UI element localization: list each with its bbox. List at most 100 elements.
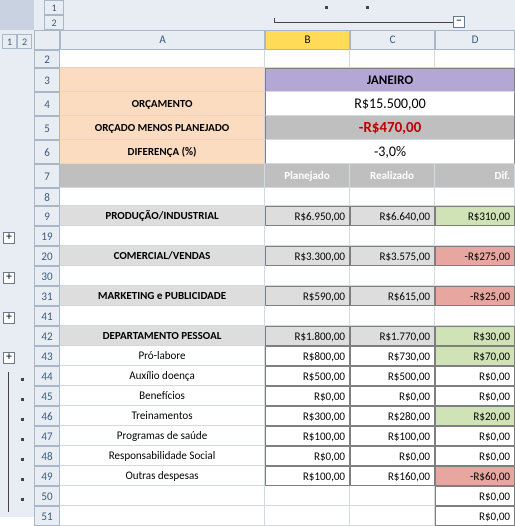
cell[interactable]: -R$275,00 xyxy=(435,246,515,266)
cell[interactable]: Responsabilidade Social xyxy=(60,446,265,466)
cell[interactable] xyxy=(265,226,350,246)
cell[interactable]: R$590,00 xyxy=(265,286,350,306)
cell[interactable]: Realizado xyxy=(350,164,435,188)
cell[interactable]: R$0,00 xyxy=(435,426,515,446)
cell[interactable] xyxy=(60,486,265,506)
cell[interactable] xyxy=(435,266,515,286)
rowhdr-3[interactable]: 3 xyxy=(34,68,60,92)
cell[interactable] xyxy=(350,486,435,506)
rowhdr-9[interactable]: 9 xyxy=(34,206,60,226)
cell[interactable]: ORÇAMENTO xyxy=(60,92,265,116)
cell[interactable] xyxy=(350,266,435,286)
cell[interactable]: R$3.575,00 xyxy=(350,246,435,266)
cell[interactable]: R$730,00 xyxy=(350,346,435,366)
cell[interactable]: R$300,00 xyxy=(265,406,350,426)
cell[interactable]: -R$25,00 xyxy=(435,286,515,306)
rowhdr-44[interactable]: 44 xyxy=(34,366,60,386)
cell[interactable] xyxy=(265,266,350,286)
cell[interactable]: R$310,00 xyxy=(435,206,515,226)
cell[interactable]: Planejado xyxy=(265,164,350,188)
cell[interactable]: R$0,00 xyxy=(435,486,515,506)
cell[interactable]: R$100,00 xyxy=(350,426,435,446)
rowhdr-8[interactable]: 8 xyxy=(34,188,60,206)
cell[interactable] xyxy=(60,266,265,286)
cell[interactable]: R$0,00 xyxy=(265,446,350,466)
cell[interactable] xyxy=(350,50,435,68)
rowhdr-42[interactable]: 42 xyxy=(34,326,60,346)
cell[interactable] xyxy=(60,306,265,326)
cell[interactable] xyxy=(60,50,265,68)
rowhdr-45[interactable]: 45 xyxy=(34,386,60,406)
rowhdr-48[interactable]: 48 xyxy=(34,446,60,466)
rowhdr-47[interactable]: 47 xyxy=(34,426,60,446)
cell[interactable]: Treinamentos xyxy=(60,406,265,426)
cell[interactable]: DEPARTAMENTO PESSOAL xyxy=(60,326,265,346)
rowhdr-49[interactable]: 49 xyxy=(34,466,60,486)
colhdr-c[interactable]: C xyxy=(350,30,435,50)
cell[interactable]: R$0,00 xyxy=(435,386,515,406)
cell[interactable]: DIFERENÇA (%) xyxy=(60,140,265,164)
cell[interactable] xyxy=(265,188,350,206)
cell[interactable]: -R$60,00 xyxy=(435,466,515,486)
cell[interactable]: R$70,00 xyxy=(435,346,515,366)
cell[interactable]: R$100,00 xyxy=(265,466,350,486)
row-outline-plus-2[interactable]: + xyxy=(3,272,15,284)
cell[interactable] xyxy=(60,164,265,188)
col-outline-1[interactable]: 1 xyxy=(44,0,64,15)
rowhdr-6[interactable]: 6 xyxy=(34,140,60,164)
cell[interactable]: R$1.800,00 xyxy=(265,326,350,346)
cells[interactable]: JANEIROORÇAMENTOR$15.500,00ORÇADO MENOS … xyxy=(60,50,515,517)
cell[interactable]: Auxílio doença xyxy=(60,366,265,386)
rowhdr-20[interactable]: 20 xyxy=(34,246,60,266)
cell[interactable] xyxy=(350,506,435,526)
cell[interactable]: -R$470,00 xyxy=(265,116,515,140)
cell[interactable] xyxy=(265,506,350,526)
cell[interactable] xyxy=(350,226,435,246)
cell[interactable]: COMERCIAL/VENDAS xyxy=(60,246,265,266)
cell[interactable]: R$615,00 xyxy=(350,286,435,306)
cell[interactable] xyxy=(265,306,350,326)
rowhdr-43[interactable]: 43 xyxy=(34,346,60,366)
cell[interactable] xyxy=(265,50,350,68)
cell[interactable]: R$0,00 xyxy=(350,386,435,406)
cell[interactable]: -3,0% xyxy=(265,140,515,164)
colhdr-a[interactable]: A xyxy=(60,30,265,50)
cell[interactable]: Outras despesas xyxy=(60,466,265,486)
rowhdr-7[interactable]: 7 xyxy=(34,164,60,188)
rowhdr-31[interactable]: 31 xyxy=(34,286,60,306)
cell[interactable]: Pró-labore xyxy=(60,346,265,366)
cell[interactable]: R$0,00 xyxy=(265,386,350,406)
cell[interactable]: R$500,00 xyxy=(350,366,435,386)
cell[interactable] xyxy=(435,50,515,68)
cell[interactable]: MARKETING e PUBLICIDADE xyxy=(60,286,265,306)
row-outline-plus-4[interactable]: + xyxy=(3,352,15,364)
rowhdr-19[interactable]: 19 xyxy=(34,226,60,246)
cell[interactable] xyxy=(60,506,265,526)
cell[interactable]: Benefícios xyxy=(60,386,265,406)
cell[interactable]: JANEIRO xyxy=(265,68,515,92)
row-outline-1[interactable]: 1 xyxy=(2,34,17,49)
cell[interactable] xyxy=(350,306,435,326)
cell[interactable]: R$0,00 xyxy=(350,446,435,466)
cell[interactable] xyxy=(350,188,435,206)
colhdr-b[interactable]: B xyxy=(265,30,350,50)
cell[interactable]: R$0,00 xyxy=(435,366,515,386)
cell[interactable]: R$800,00 xyxy=(265,346,350,366)
cell[interactable]: R$100,00 xyxy=(265,426,350,446)
cell[interactable]: R$3.300,00 xyxy=(265,246,350,266)
rowhdr-5[interactable]: 5 xyxy=(34,116,60,140)
grid[interactable]: A B C D 23456789192030314142434445464748… xyxy=(34,30,515,517)
row-outline-plus-1[interactable]: + xyxy=(3,232,15,244)
corner[interactable] xyxy=(34,30,60,50)
cell[interactable]: ORÇADO MENOS PLANEJADO xyxy=(60,116,265,140)
rowhdr-30[interactable]: 30 xyxy=(34,266,60,286)
cell[interactable] xyxy=(435,188,515,206)
rowhdr-2[interactable]: 2 xyxy=(34,50,60,68)
rowhdr-46[interactable]: 46 xyxy=(34,406,60,426)
cell[interactable]: R$20,00 xyxy=(435,406,515,426)
row-outline-plus-3[interactable]: + xyxy=(3,312,15,324)
cell[interactable]: Dif. xyxy=(435,164,515,188)
rowhdr-50[interactable]: 50 xyxy=(34,486,60,506)
row-outline-2[interactable]: 2 xyxy=(17,34,32,49)
col-outline-2[interactable]: 2 xyxy=(44,15,64,30)
